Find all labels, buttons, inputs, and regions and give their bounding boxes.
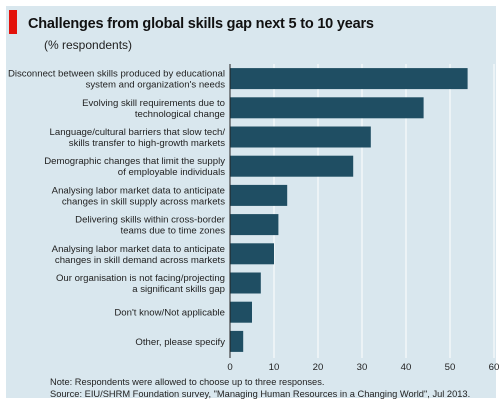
category-label: changes in skill supply across markets [62, 196, 225, 207]
x-tick-label: 50 [445, 362, 456, 373]
category-label: Don't know/Not applicable [114, 308, 225, 319]
brand-tag [9, 10, 17, 34]
source-text: Source: EIU/SHRM Foundation survey, "Man… [50, 389, 471, 399]
bar [230, 214, 279, 236]
x-tick-label: 20 [313, 362, 324, 373]
category-label: system and organization's needs [86, 80, 226, 91]
x-tick-label: 0 [227, 362, 232, 373]
category-label: Disconnect between skills produced by ed… [8, 69, 225, 80]
note-text: Note: Respondents were allowed to choose… [50, 377, 325, 387]
bar [230, 301, 252, 323]
category-label: Analysing labor market data to anticipat… [52, 244, 225, 255]
category-label: Analysing labor market data to anticipat… [52, 185, 225, 196]
category-label: a significant skills gap [132, 284, 225, 295]
bar [230, 97, 424, 119]
chart-title: Challenges from global skills gap next 5… [28, 16, 374, 32]
category-label: technological change [135, 109, 225, 120]
bar [230, 243, 274, 265]
chart-subtitle: (% respondents) [44, 38, 133, 52]
category-label: skills transfer to high-growth markets [69, 138, 225, 149]
category-label: teams due to time zones [120, 226, 225, 237]
category-label: Demographic changes that limit the suppl… [44, 156, 225, 167]
category-label: Our organisation is not facing/projectin… [56, 273, 225, 284]
bar [230, 184, 288, 206]
category-label: Language/cultural barriers that slow tec… [50, 127, 226, 138]
bar [230, 126, 371, 148]
bar [230, 155, 354, 177]
x-tick-label: 30 [357, 362, 368, 373]
category-label: Delivering skills within cross-border [75, 215, 226, 226]
x-tick-label: 10 [269, 362, 280, 373]
bar [230, 68, 468, 90]
x-tick-label: 60 [489, 362, 500, 373]
category-label: of employable individuals [118, 167, 225, 178]
x-tick-label: 40 [401, 362, 412, 373]
bar [230, 272, 261, 294]
category-label: changes in skill demand across markets [55, 255, 225, 266]
chart-notes: Note: Respondents were allowed to choose… [50, 376, 470, 400]
category-label: Other, please specify [135, 337, 225, 348]
bar [230, 330, 244, 352]
category-label: Evolving skill requirements due to [82, 98, 225, 109]
